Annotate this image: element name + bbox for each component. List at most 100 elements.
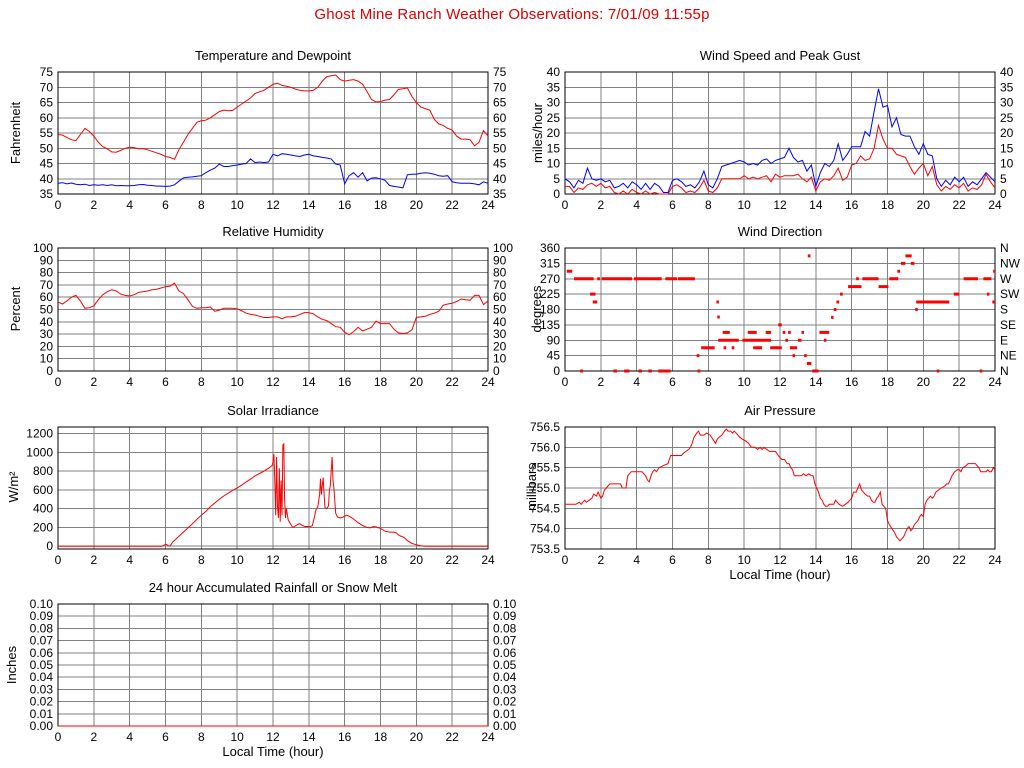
svg-text:0: 0	[553, 187, 560, 201]
svg-text:80: 80	[40, 266, 54, 280]
svg-text:60: 60	[493, 290, 507, 304]
svg-text:0.04: 0.04	[493, 670, 517, 684]
svg-text:70: 70	[493, 80, 507, 94]
y-axis-label-inches: Inches	[4, 645, 19, 685]
svg-text:5: 5	[553, 172, 560, 186]
svg-text:12: 12	[266, 730, 280, 744]
svg-text:40: 40	[493, 315, 507, 329]
chart-title-air-pressure: Air Pressure	[744, 403, 816, 418]
svg-text:6: 6	[669, 553, 676, 567]
svg-text:22: 22	[445, 198, 459, 212]
svg-text:14: 14	[302, 375, 316, 389]
svg-text:10: 10	[737, 198, 751, 212]
svg-text:400: 400	[33, 502, 53, 516]
svg-text:0.03: 0.03	[30, 682, 54, 696]
svg-text:8: 8	[198, 375, 205, 389]
grid	[58, 72, 488, 194]
svg-text:800: 800	[33, 464, 53, 478]
svg-text:20: 20	[410, 730, 424, 744]
svg-text:0: 0	[553, 364, 560, 378]
svg-text:65: 65	[493, 96, 507, 110]
svg-text:35: 35	[40, 187, 54, 201]
svg-text:1000: 1000	[26, 445, 53, 459]
svg-text:8: 8	[705, 198, 712, 212]
svg-text:20: 20	[917, 553, 931, 567]
svg-text:0.04: 0.04	[30, 670, 54, 684]
tick-labels: 0 2 4 6 8 10 12 14 16 18 20 22 240200400600800100012…	[26, 427, 495, 567]
svg-text:18: 18	[374, 553, 388, 567]
svg-text:0: 0	[46, 539, 53, 553]
svg-text:16: 16	[338, 553, 352, 567]
svg-text:25: 25	[1000, 111, 1014, 125]
svg-text:12: 12	[773, 198, 787, 212]
svg-text:18: 18	[374, 198, 388, 212]
svg-text:24: 24	[481, 553, 495, 567]
svg-text:10: 10	[230, 553, 244, 567]
svg-text:0.08: 0.08	[493, 621, 517, 635]
svg-text:0: 0	[562, 198, 569, 212]
svg-text:NW: NW	[1000, 256, 1021, 270]
y-axis-label-degrees: degrees	[529, 285, 544, 333]
svg-text:20: 20	[410, 198, 424, 212]
svg-text:0.09: 0.09	[30, 609, 54, 623]
svg-text:80: 80	[493, 266, 507, 280]
svg-text:10: 10	[230, 198, 244, 212]
svg-text:0.06: 0.06	[30, 646, 54, 660]
svg-text:60: 60	[40, 111, 54, 125]
svg-text:16: 16	[338, 375, 352, 389]
grid	[565, 427, 995, 549]
svg-text:12: 12	[773, 553, 787, 567]
svg-text:24: 24	[481, 198, 495, 212]
svg-text:12: 12	[266, 553, 280, 567]
solar-irradiance-plot: 0 2 4 6 8 10 12 14 16 18 20 22 240200400600800100012…	[26, 426, 495, 567]
svg-text:12: 12	[266, 375, 280, 389]
svg-text:20: 20	[40, 339, 54, 353]
svg-text:0.03: 0.03	[493, 682, 517, 696]
svg-text:100: 100	[493, 242, 513, 255]
svg-text:30: 30	[40, 327, 54, 341]
svg-text:10: 10	[1000, 157, 1014, 171]
svg-text:20: 20	[917, 375, 931, 389]
svg-text:40: 40	[1000, 66, 1014, 79]
y-axis-label-millibars: millibars	[524, 463, 539, 511]
svg-text:0.01: 0.01	[493, 707, 517, 721]
svg-text:6: 6	[162, 198, 169, 212]
series-dewpoint	[57, 153, 489, 189]
svg-text:55: 55	[40, 126, 54, 140]
svg-text:10: 10	[230, 375, 244, 389]
chart-title-solar-irradiance: Solar Irradiance	[227, 403, 319, 418]
plot-border	[57, 603, 489, 727]
svg-text:10: 10	[547, 157, 561, 171]
svg-text:0.07: 0.07	[493, 634, 517, 648]
svg-text:0: 0	[55, 375, 62, 389]
accumulated-rainfall-plot: 0 2 4 6 8 10 12 14 16 18 20 22 240.000.010.020.030.0…	[30, 598, 517, 744]
svg-text:4: 4	[126, 198, 133, 212]
svg-text:90: 90	[40, 253, 54, 267]
svg-text:0.10: 0.10	[30, 598, 54, 611]
plot-border	[564, 71, 996, 195]
svg-text:45: 45	[493, 157, 507, 171]
svg-text:24: 24	[481, 375, 495, 389]
x-axis-label-air-pressure: Local Time (hour)	[729, 567, 831, 582]
svg-text:14: 14	[302, 730, 316, 744]
air-pressure-plot: 0 2 4 6 8 10 12 14 16 18 20 22 24753.5754.0754.5755.…	[530, 421, 1002, 567]
svg-text:0.09: 0.09	[493, 609, 517, 623]
svg-text:4: 4	[633, 553, 640, 567]
svg-text:18: 18	[881, 198, 895, 212]
svg-text:4: 4	[633, 198, 640, 212]
svg-text:16: 16	[338, 730, 352, 744]
svg-text:8: 8	[705, 375, 712, 389]
svg-text:65: 65	[40, 96, 54, 110]
svg-text:2: 2	[597, 198, 604, 212]
svg-text:45: 45	[40, 157, 54, 171]
svg-text:18: 18	[881, 553, 895, 567]
svg-text:90: 90	[493, 253, 507, 267]
svg-text:8: 8	[198, 198, 205, 212]
svg-text:4: 4	[633, 375, 640, 389]
tick-labels: 0 2 4 6 8 10 12 14 16 18 20 22 240510152025303540051…	[547, 66, 1014, 212]
svg-text:0.06: 0.06	[493, 646, 517, 660]
chart-title-relative-humidity: Relative Humidity	[222, 224, 324, 239]
svg-text:14: 14	[809, 553, 823, 567]
svg-text:5: 5	[1000, 172, 1007, 186]
svg-text:24: 24	[481, 730, 495, 744]
